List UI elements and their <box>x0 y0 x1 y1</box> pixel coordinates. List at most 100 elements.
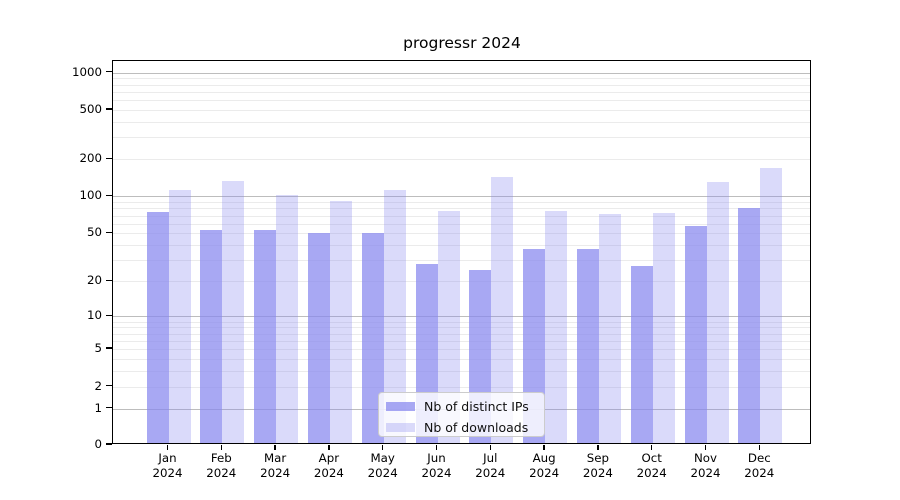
y-tick-label: 1000 <box>71 64 102 79</box>
y-tick-mark <box>106 70 112 73</box>
y-tick-mark <box>106 314 112 317</box>
x-tick-label: Mar 2024 <box>260 450 291 480</box>
y-gridline-minor <box>113 159 810 161</box>
bar-downloads-jan <box>168 189 191 443</box>
y-tick-mark <box>106 384 112 387</box>
bar-downloads-may <box>383 190 406 443</box>
x-tick-label: May 2024 <box>367 450 398 480</box>
bar-distinct-ips-may <box>361 233 384 443</box>
bar-downloads-dec <box>760 168 783 443</box>
bar-distinct-ips-jan <box>146 211 169 443</box>
bar-downloads-apr <box>329 200 352 443</box>
bar-distinct-ips-mar <box>254 230 277 443</box>
y-gridline-major <box>113 72 810 74</box>
y-gridline-minor <box>113 349 810 351</box>
chart-title: progressr 2024 <box>403 34 521 52</box>
y-tick-label: 2 <box>94 378 102 393</box>
y-gridline-minor <box>113 371 810 373</box>
legend-item-downloads: Nb of downloads <box>386 419 529 435</box>
y-tick-mark <box>106 108 112 110</box>
x-tick-mark <box>274 444 276 450</box>
x-tick-mark <box>543 444 545 450</box>
x-tick-mark <box>651 444 653 450</box>
bar-downloads-nov <box>706 182 729 443</box>
y-tick-label: 1 <box>94 400 102 415</box>
y-gridline-minor <box>113 84 810 86</box>
bar-downloads-sep <box>598 214 621 443</box>
legend: Nb of distinct IPs Nb of downloads <box>378 392 545 437</box>
bar-distinct-ips-feb <box>200 230 223 443</box>
y-gridline-minor <box>113 208 810 210</box>
y-gridline-minor <box>113 340 810 342</box>
x-tick-label: Nov 2024 <box>690 450 721 480</box>
x-tick-label: Aug 2024 <box>529 450 560 480</box>
bar-distinct-ips-nov <box>684 225 707 443</box>
x-tick-label: Dec 2024 <box>744 450 775 480</box>
x-tick-label: Sep 2024 <box>582 450 613 480</box>
y-gridline-minor <box>113 386 810 388</box>
y-gridline-minor <box>113 245 810 247</box>
legend-item-distinct-ips: Nb of distinct IPs <box>386 398 529 414</box>
bar-distinct-ips-dec <box>738 208 761 443</box>
y-gridline-minor <box>113 121 810 123</box>
y-tick-label: 200 <box>79 151 102 166</box>
legend-label-downloads: Nb of downloads <box>424 419 529 435</box>
y-gridline-minor <box>113 137 810 139</box>
y-tick-mark <box>106 406 112 409</box>
bar-distinct-ips-oct <box>630 265 653 443</box>
legend-swatch-distinct-ips <box>386 401 415 411</box>
bar-downloads-jun <box>437 211 460 443</box>
x-tick-mark <box>758 444 760 450</box>
x-tick-mark <box>328 444 330 450</box>
y-tick-label: 50 <box>86 225 102 240</box>
x-tick-mark <box>435 444 438 450</box>
bar-downloads-oct <box>652 212 675 443</box>
x-tick-label: Jun 2024 <box>421 450 452 480</box>
y-gridline-minor <box>113 78 810 80</box>
y-tick-label: 10 <box>86 308 102 323</box>
y-gridline-minor <box>113 333 810 335</box>
legend-swatch-downloads <box>386 422 415 432</box>
y-gridline-minor <box>113 321 810 323</box>
x-tick-mark <box>220 444 222 450</box>
x-tick-mark <box>597 444 599 450</box>
y-tick-label: 0 <box>94 437 102 451</box>
x-tick-mark <box>166 444 169 450</box>
y-tick-mark <box>106 157 112 159</box>
y-tick-mark <box>106 443 112 445</box>
x-tick-mark <box>489 444 491 450</box>
y-tick-label: 500 <box>79 101 102 116</box>
bar-downloads-feb <box>222 180 245 443</box>
y-gridline-minor <box>113 91 810 93</box>
x-tick-mark <box>704 444 707 450</box>
y-gridline-minor <box>113 358 810 360</box>
y-tick-mark <box>106 194 112 197</box>
x-tick-label: Feb 2024 <box>206 450 237 480</box>
y-gridline-minor <box>113 233 810 235</box>
bar-downloads-mar <box>276 195 299 443</box>
bar-downloads-aug <box>545 211 568 443</box>
bar-distinct-ips-apr <box>307 233 330 443</box>
x-tick-mark <box>382 444 384 450</box>
y-gridline-minor <box>113 202 810 204</box>
y-tick-mark <box>106 231 112 234</box>
bar-downloads-jul <box>491 176 514 443</box>
y-tick-label: 5 <box>94 341 102 356</box>
y-gridline-major <box>113 196 810 198</box>
y-tick-mark <box>106 279 112 282</box>
y-gridline-major <box>113 316 810 318</box>
x-tick-label: Jan 2024 <box>152 450 183 480</box>
plot-area <box>112 60 811 444</box>
y-gridline-minor <box>113 109 810 111</box>
y-gridline-minor <box>113 281 810 283</box>
y-gridline-minor <box>113 260 810 262</box>
x-tick-label: Apr 2024 <box>313 450 344 480</box>
y-tick-mark <box>106 347 112 349</box>
legend-label-distinct-ips: Nb of distinct IPs <box>424 398 529 414</box>
y-tick-label: 20 <box>86 273 102 288</box>
y-gridline-minor <box>113 215 810 217</box>
y-gridline-minor <box>113 223 810 225</box>
y-tick-label: 100 <box>79 188 102 203</box>
x-tick-label: Oct 2024 <box>636 450 667 480</box>
